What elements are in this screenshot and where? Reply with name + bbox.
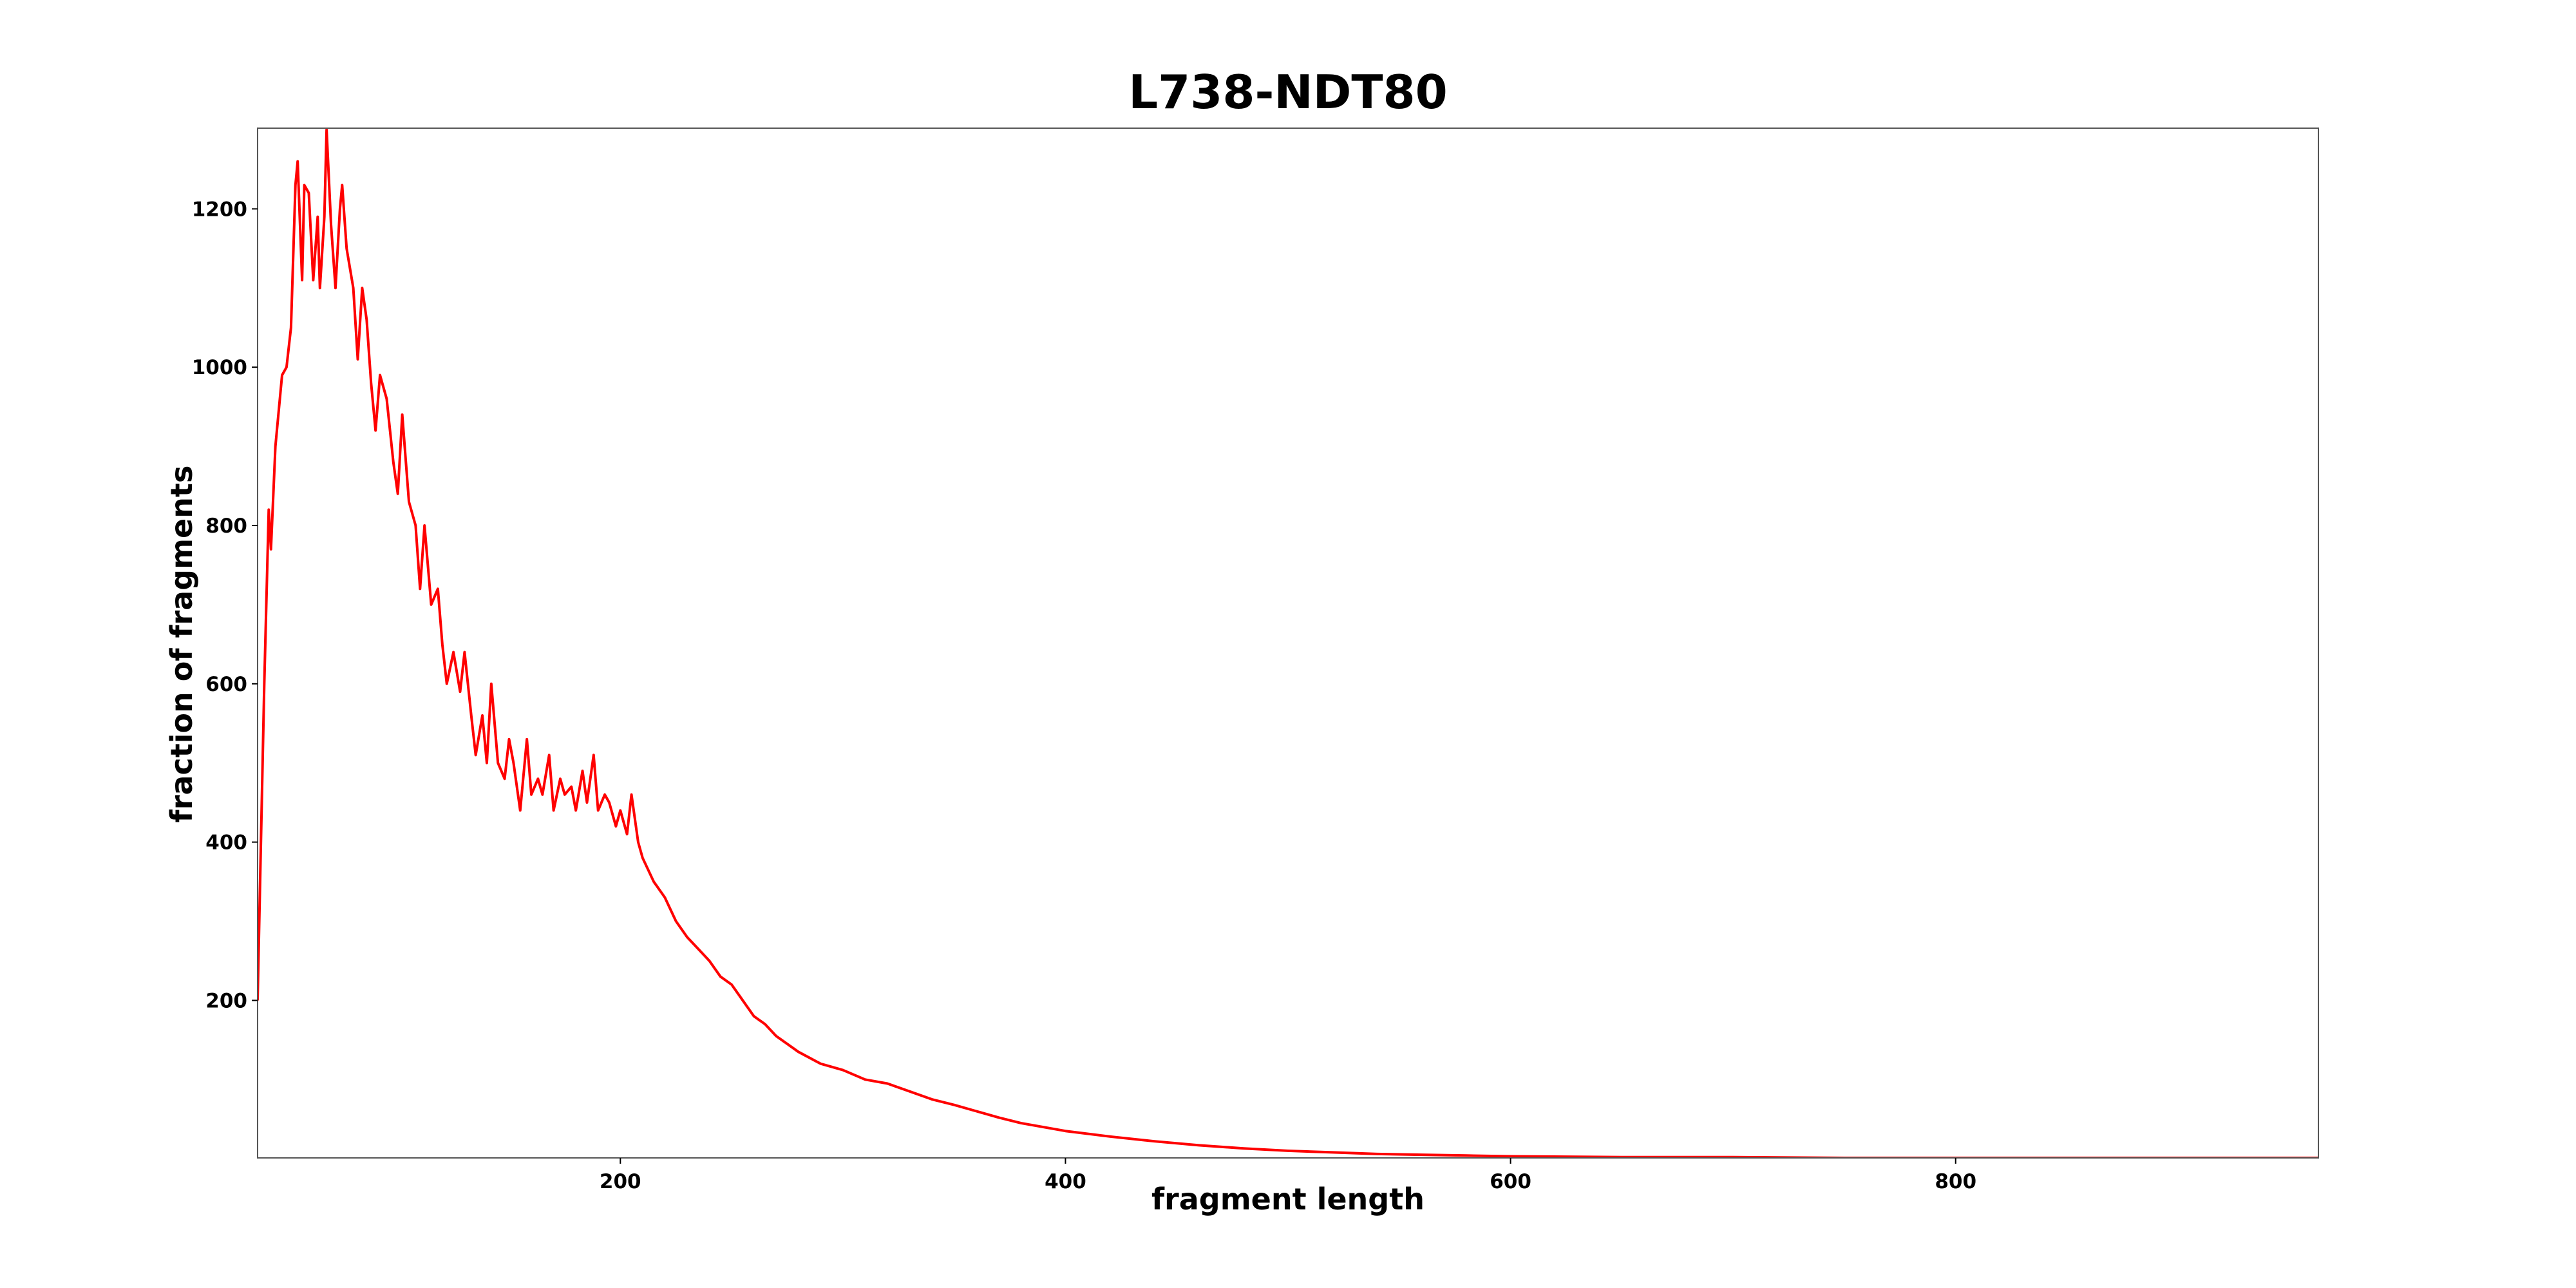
plot-frame: [257, 128, 2319, 1159]
y-tick-label: 200: [205, 989, 247, 1012]
chart-title: L738-NDT80: [1128, 65, 1447, 119]
y-tick-label: 600: [205, 673, 247, 696]
x-axis-label: fragment length: [1151, 1182, 1425, 1217]
y-axis-label: fraction of fragments: [164, 466, 199, 823]
y-tick-label: 1000: [192, 356, 247, 379]
y-tick-label: 400: [205, 831, 247, 855]
y-tick-label: 800: [205, 515, 247, 538]
x-tick-label: 400: [1045, 1170, 1086, 1193]
y-tick-label: 1200: [192, 198, 247, 221]
plot-area: [258, 128, 2318, 1158]
x-tick-label: 200: [600, 1170, 641, 1193]
x-tick-label: 800: [1935, 1170, 1976, 1193]
data-line: [258, 128, 2318, 1158]
x-tick-label: 600: [1490, 1170, 1531, 1193]
